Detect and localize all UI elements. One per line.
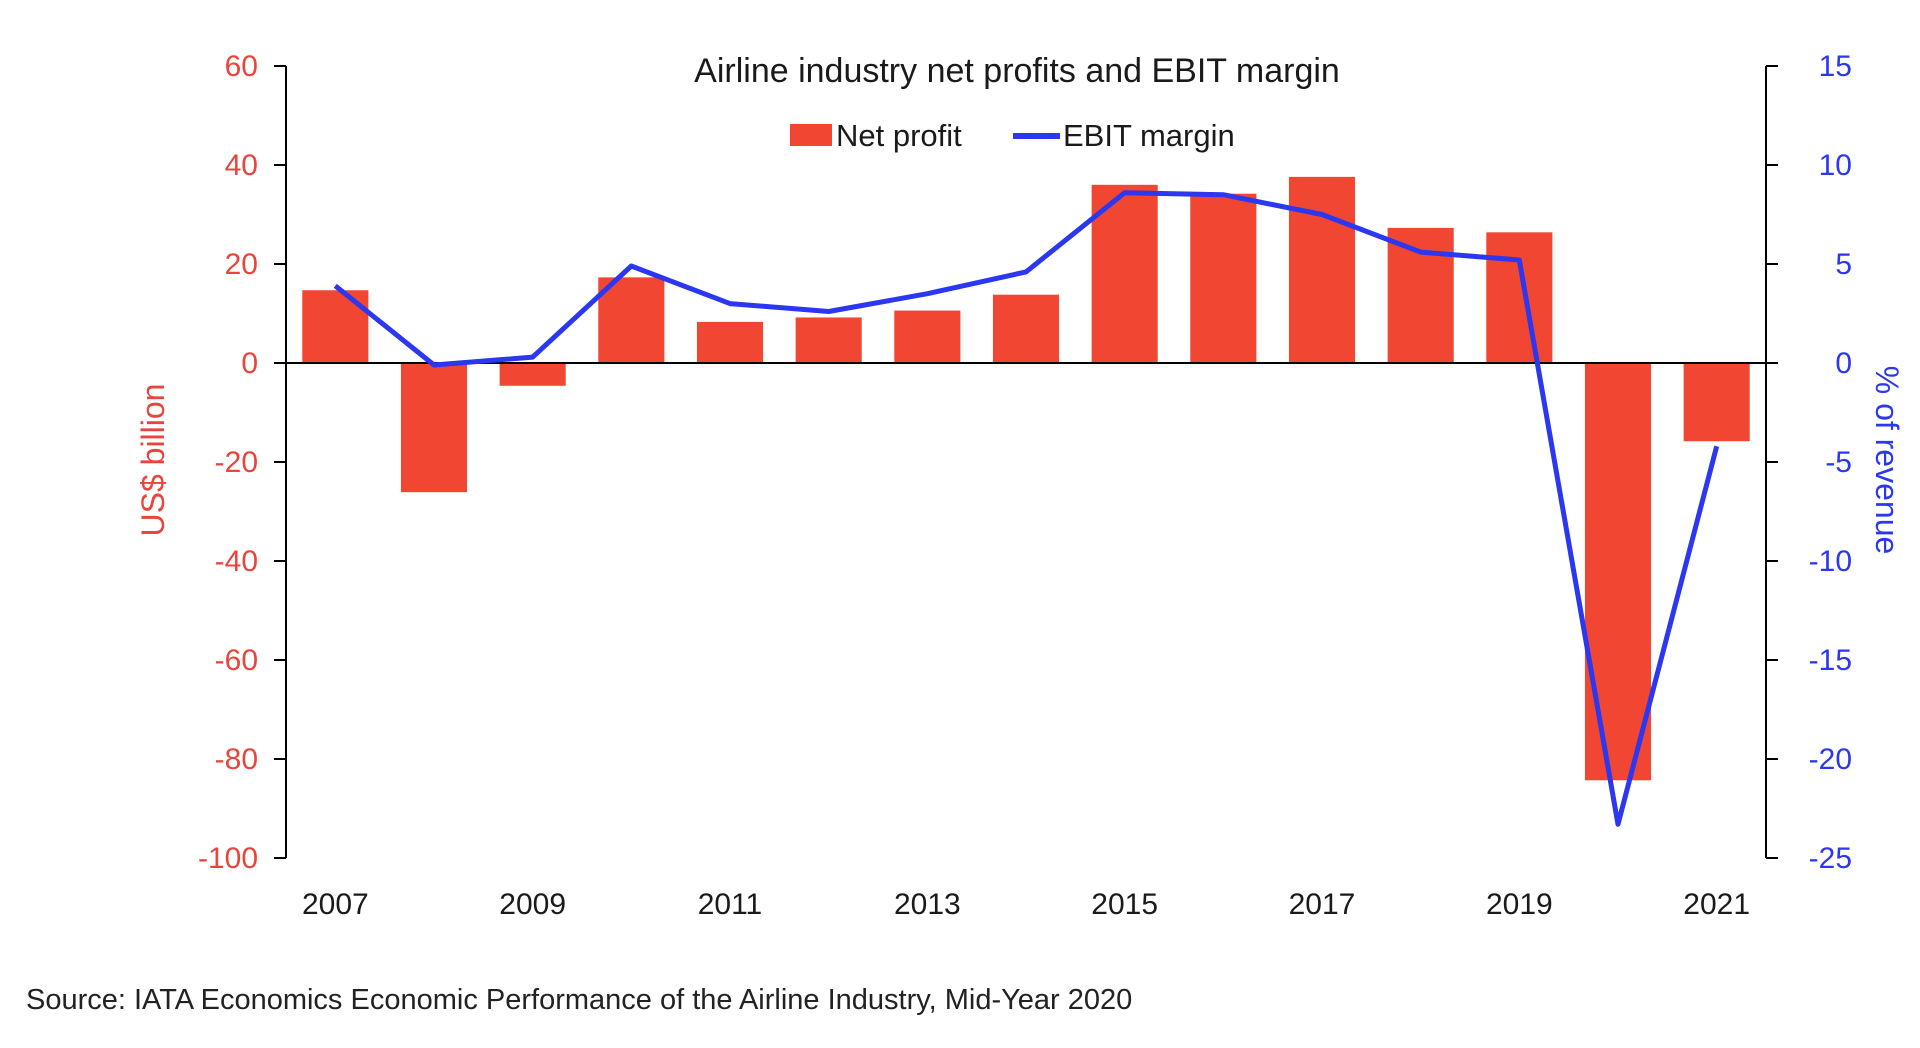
x-tick-label: 2011 xyxy=(698,888,763,921)
right-tick-label: -10 xyxy=(1809,545,1852,578)
left-tick-label: -100 xyxy=(198,842,258,875)
legend-label-ebit-margin: EBIT margin xyxy=(1063,118,1235,153)
bar-net-profit-2009 xyxy=(499,363,566,386)
x-axis: 2007 2009 2011 2013 2015 2017 2019 2021 xyxy=(302,888,1750,921)
bar-net-profit-2021 xyxy=(1683,363,1750,442)
bar-net-profit-2013 xyxy=(894,310,961,363)
x-tick-label: 2007 xyxy=(302,888,369,921)
bar-net-profit-2007 xyxy=(302,290,369,363)
right-tick-label: -5 xyxy=(1825,446,1852,479)
left-tick-label: -20 xyxy=(215,446,258,479)
left-axis: 60 40 20 0 -20 -40 -60 -80 -100 xyxy=(198,50,287,875)
source-note: Source: IATA Economics Economic Performa… xyxy=(26,984,1133,1016)
right-tick-label: 5 xyxy=(1835,248,1852,281)
left-tick-label: -80 xyxy=(215,743,258,776)
combo-chart: Airline industry net profits and EBIT ma… xyxy=(135,50,1905,921)
legend-label-net-profit: Net profit xyxy=(836,118,962,153)
x-tick-label: 2015 xyxy=(1091,888,1158,921)
x-tick-label: 2009 xyxy=(499,888,566,921)
chart-title: Airline industry net profits and EBIT ma… xyxy=(694,52,1340,90)
right-tick-label: -25 xyxy=(1809,842,1852,875)
bar-net-profit-2010 xyxy=(598,277,665,363)
bar-net-profit-2014 xyxy=(992,294,1060,363)
right-tick-label: 0 xyxy=(1835,347,1852,380)
left-tick-label: -60 xyxy=(215,644,258,677)
right-tick-label: 15 xyxy=(1819,50,1852,83)
right-tick-label: -15 xyxy=(1809,644,1852,677)
x-tick-label: 2013 xyxy=(894,888,961,921)
bar-series xyxy=(302,176,1750,781)
legend-swatch-net-profit xyxy=(790,124,832,146)
bar-net-profit-2008 xyxy=(400,363,468,493)
bar-net-profit-2017 xyxy=(1288,176,1356,363)
x-tick-label: 2019 xyxy=(1486,888,1553,921)
left-axis-label: US$ billion xyxy=(135,384,171,537)
bar-net-profit-2016 xyxy=(1190,193,1257,363)
bar-net-profit-2011 xyxy=(696,321,764,363)
right-tick-label: 10 xyxy=(1819,149,1852,182)
left-tick-label: 40 xyxy=(225,149,258,182)
x-tick-label: 2021 xyxy=(1683,888,1750,921)
left-tick-label: 60 xyxy=(225,50,258,83)
legend: Net profit EBIT margin xyxy=(790,118,1235,153)
bar-net-profit-2012 xyxy=(795,317,862,363)
right-tick-label: -20 xyxy=(1809,743,1852,776)
bar-net-profit-2018 xyxy=(1387,227,1454,363)
bar-net-profit-2020 xyxy=(1584,363,1652,781)
left-tick-label: -40 xyxy=(215,545,258,578)
left-tick-label: 0 xyxy=(241,347,258,380)
bar-net-profit-2019 xyxy=(1486,232,1553,363)
right-axis: 15 10 5 0 -5 -10 -15 -20 -25 xyxy=(1765,50,1852,875)
right-axis-label: % of revenue xyxy=(1869,366,1905,555)
x-tick-label: 2017 xyxy=(1289,888,1356,921)
ebit-margin-line xyxy=(333,190,1720,827)
bar-net-profit-2015 xyxy=(1091,184,1158,363)
left-tick-label: 20 xyxy=(225,248,258,281)
